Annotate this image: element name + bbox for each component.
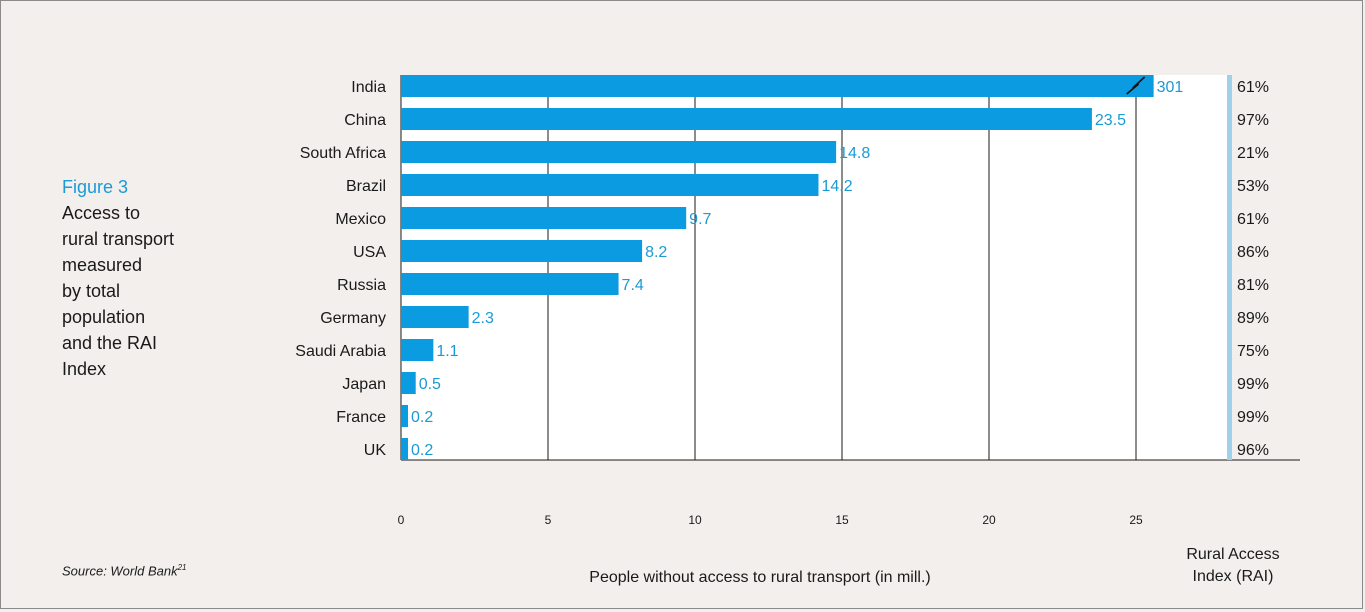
value-label: 1.1 — [436, 343, 458, 360]
value-label: 14.8 — [839, 145, 870, 162]
category-label: China — [344, 112, 386, 129]
value-label: 301 — [1157, 79, 1184, 96]
figure-title-line: Index — [62, 359, 107, 379]
rai-value: 61% — [1237, 211, 1269, 228]
figure-title-line: Access to — [62, 203, 141, 223]
bar — [401, 438, 408, 460]
plot-area — [401, 75, 1227, 460]
rai-axis-label-line: Rural Access — [1186, 546, 1280, 563]
bar — [401, 405, 408, 427]
category-label: Brazil — [346, 178, 386, 195]
rai-value: 96% — [1237, 442, 1269, 459]
x-tick-label: 10 — [688, 513, 702, 527]
rai-value: 21% — [1237, 145, 1269, 162]
value-label: 0.2 — [411, 409, 433, 426]
bar — [401, 306, 469, 328]
bar — [401, 141, 837, 163]
bar — [401, 372, 416, 394]
bar — [401, 108, 1092, 130]
value-label: 8.2 — [645, 244, 667, 261]
source-text: Source: World Bank — [62, 563, 178, 579]
category-label: India — [351, 79, 386, 96]
rai-value: 99% — [1237, 376, 1269, 393]
rai-axis-label-line: Index (RAI) — [1192, 568, 1274, 585]
bar — [401, 240, 643, 262]
rai-value: 99% — [1237, 409, 1269, 426]
figure-title-line: and the RAI — [62, 333, 158, 353]
rai-value: 81% — [1237, 277, 1269, 294]
x-axis-label: People without access to rural transport… — [589, 569, 931, 586]
x-tick-label: 15 — [835, 513, 849, 527]
category-label: France — [336, 409, 386, 426]
rai-axis-label: Rural Access Index (RAI) — [1158, 544, 1308, 588]
rai-value: 86% — [1237, 244, 1269, 261]
x-tick-label: 0 — [398, 513, 405, 527]
category-label: Russia — [337, 277, 386, 294]
figure-title-line: rural transport — [62, 229, 175, 249]
rai-value: 75% — [1237, 343, 1269, 360]
rai-value: 53% — [1237, 178, 1269, 195]
rai-value: 89% — [1237, 310, 1269, 327]
figure-label: Figure 3 — [62, 177, 129, 197]
value-label: 9.7 — [689, 211, 711, 228]
x-tick-label: 20 — [982, 513, 996, 527]
value-label: 7.4 — [622, 277, 644, 294]
rai-value: 61% — [1237, 79, 1269, 96]
bar — [401, 273, 619, 295]
bar — [401, 174, 819, 196]
source-note: Source: World Bank21 — [62, 563, 187, 578]
source-footnote: 21 — [177, 563, 187, 572]
category-label: Saudi Arabia — [295, 343, 386, 360]
axis-break-mark — [1126, 76, 1146, 95]
value-label: 23.5 — [1095, 112, 1126, 129]
value-label: 0.2 — [411, 442, 433, 459]
category-label: Japan — [342, 376, 386, 393]
value-label: 0.5 — [419, 376, 441, 393]
figure-title-line: measured — [62, 255, 143, 275]
bar — [401, 339, 434, 361]
value-label: 14.2 — [821, 178, 852, 195]
bar — [401, 75, 1154, 97]
category-label: Germany — [320, 310, 386, 327]
figure-title-line: population — [62, 307, 146, 327]
category-label: Mexico — [335, 211, 386, 228]
x-tick-label: 25 — [1129, 513, 1143, 527]
figure-title-line: by total — [62, 281, 121, 301]
category-label: South Africa — [300, 145, 386, 162]
category-label: USA — [353, 244, 386, 261]
x-tick-label: 5 — [545, 513, 552, 527]
value-label: 2.3 — [472, 310, 494, 327]
bar — [401, 207, 687, 229]
rai-column-divider — [1227, 75, 1232, 460]
figure-caption: Figure 3 Access to rural transport measu… — [62, 174, 222, 382]
rai-value: 97% — [1237, 112, 1269, 129]
category-label: UK — [364, 442, 387, 459]
